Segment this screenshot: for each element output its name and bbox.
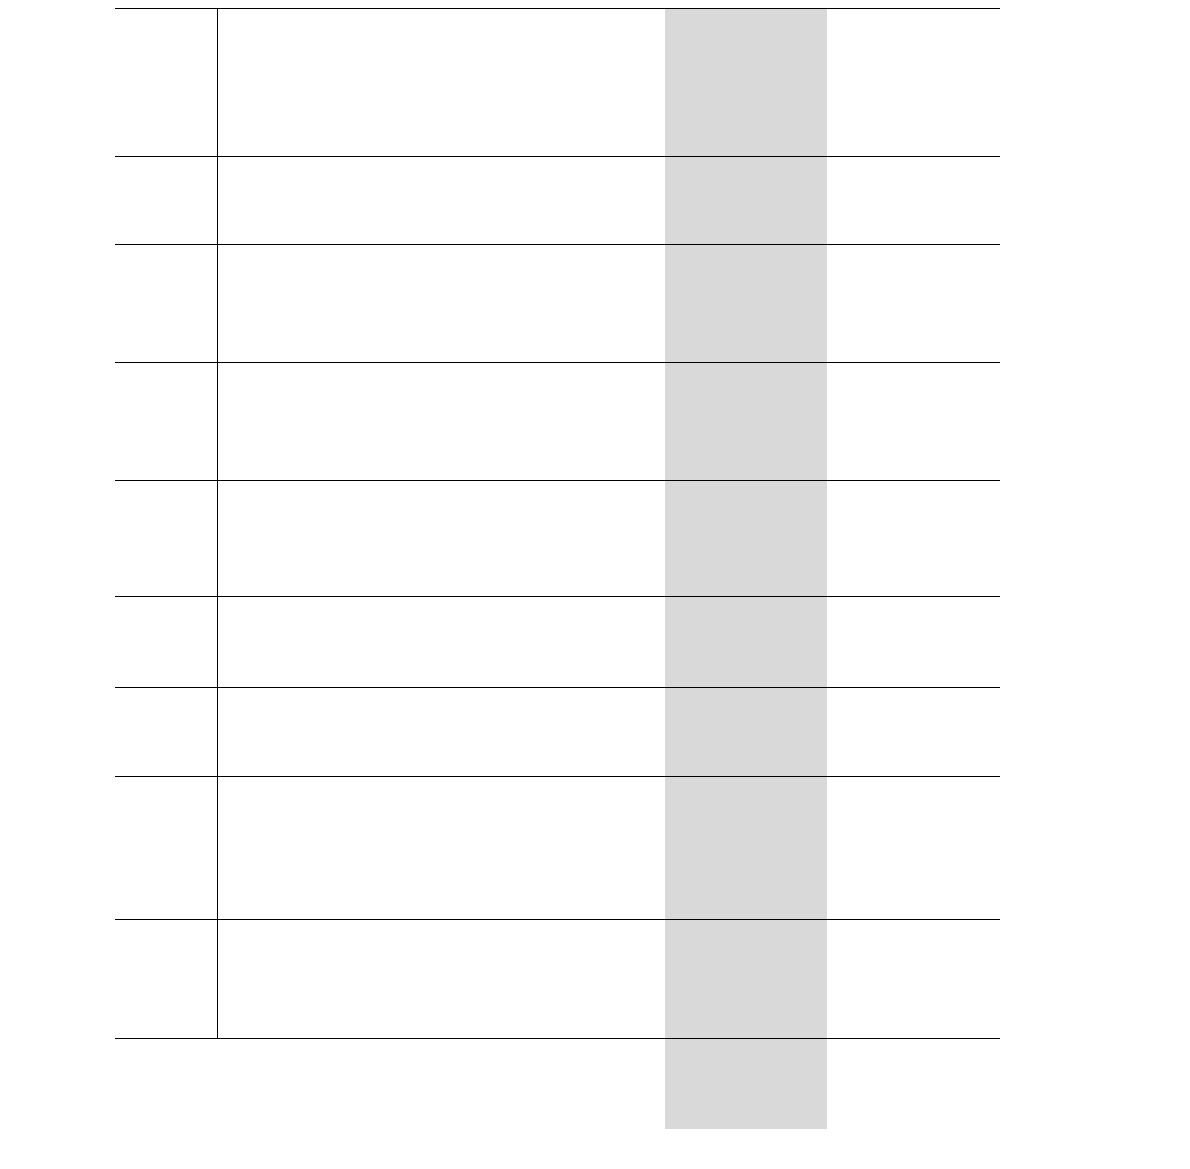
table-cell [115, 688, 218, 776]
table-row [115, 919, 1000, 1039]
highlight-band [665, 9, 827, 156]
highlight-band [665, 157, 827, 244]
table-cell [218, 481, 1000, 596]
table-row [115, 687, 1000, 776]
table-cell [115, 245, 218, 362]
table-cell [218, 245, 1000, 362]
table-cell [115, 777, 218, 919]
table-row [115, 776, 1000, 919]
table-row [115, 480, 1000, 596]
highlight-band [665, 245, 827, 362]
table-cell [218, 920, 1000, 1038]
table-cell [115, 920, 218, 1038]
blank-table [115, 8, 1000, 1039]
table-cell [218, 597, 1000, 687]
highlight-band [665, 481, 827, 596]
highlight-band [665, 777, 827, 919]
highlight-band [665, 920, 827, 1038]
table-cell [115, 363, 218, 480]
table-cell [115, 597, 218, 687]
table-row [115, 596, 1000, 687]
table-row [115, 362, 1000, 480]
table-cell [115, 481, 218, 596]
highlight-band-overflow [665, 1039, 827, 1129]
table-cell [218, 157, 1000, 244]
highlight-band [665, 597, 827, 687]
table-row [115, 244, 1000, 362]
table-row [115, 156, 1000, 244]
table-cell [218, 688, 1000, 776]
table-cell [218, 363, 1000, 480]
table-cell [115, 157, 218, 244]
table-cell [218, 777, 1000, 919]
table-cell [218, 9, 1000, 156]
table-cell [115, 9, 218, 156]
highlight-band [665, 363, 827, 480]
table-row [115, 8, 1000, 156]
highlight-band [665, 688, 827, 776]
